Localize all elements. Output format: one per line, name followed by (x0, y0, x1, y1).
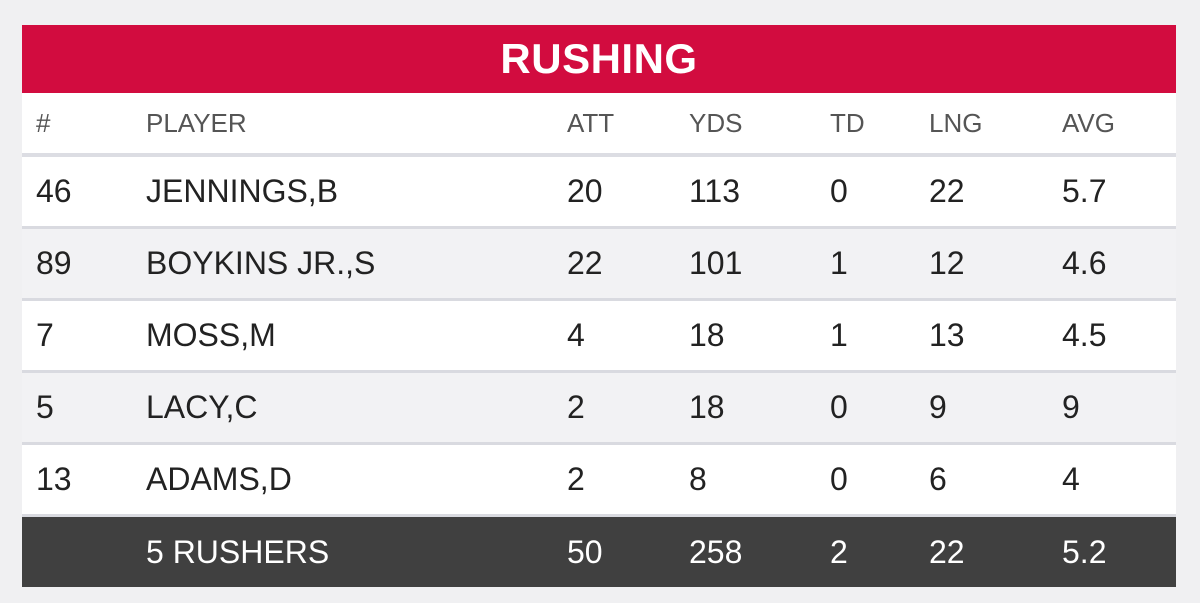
rushing-stats-table: RUSHING # PLAYER ATT YDS TD LNG AVG 46 J… (22, 25, 1176, 587)
cell-average: 4.5 (1062, 317, 1107, 353)
header-number: # (36, 107, 51, 138)
cell-yards: 101 (689, 245, 743, 281)
total-average: 5.2 (1062, 533, 1107, 570)
cell-attempts: 4 (567, 317, 585, 353)
total-player-count: 5 RUSHERS (146, 533, 330, 570)
total-yards: 258 (689, 533, 743, 570)
table-row: 5 LACY,C 2 18 0 9 9 (22, 373, 1176, 445)
cell-average: 4 (1062, 461, 1080, 497)
total-attempts: 50 (567, 533, 603, 570)
table-row: 7 MOSS,M 4 18 1 13 4.5 (22, 301, 1176, 373)
cell-yards: 18 (689, 317, 725, 353)
cell-average: 4.6 (1062, 245, 1107, 281)
cell-number: 46 (36, 173, 72, 209)
header-yards: YDS (689, 107, 743, 138)
cell-touchdowns: 0 (830, 173, 848, 209)
total-long: 22 (929, 533, 965, 570)
total-touchdowns: 2 (830, 533, 848, 570)
cell-attempts: 2 (567, 461, 585, 497)
cell-attempts: 22 (567, 245, 603, 281)
header-attempts: ATT (567, 107, 615, 138)
header-row: # PLAYER ATT YDS TD LNG AVG (22, 93, 1176, 157)
cell-average: 9 (1062, 389, 1080, 425)
header-long: LNG (929, 107, 983, 138)
cell-attempts: 20 (567, 173, 603, 209)
cell-number: 5 (36, 389, 54, 425)
cell-touchdowns: 0 (830, 461, 848, 497)
cell-number: 7 (36, 317, 54, 353)
table-row: 13 ADAMS,D 2 8 0 6 4 (22, 445, 1176, 517)
cell-long: 12 (929, 245, 965, 281)
cell-long: 9 (929, 389, 947, 425)
cell-player: MOSS,M (146, 317, 276, 353)
table-title: RUSHING (500, 35, 698, 82)
cell-long: 13 (929, 317, 965, 353)
cell-number: 89 (36, 245, 72, 281)
cell-yards: 8 (689, 461, 707, 497)
header-player: PLAYER (146, 107, 247, 138)
cell-touchdowns: 1 (830, 245, 848, 281)
cell-player: JENNINGS,B (146, 173, 339, 209)
total-row: 5 RUSHERS 50 258 2 22 5.2 (22, 517, 1176, 587)
cell-long: 6 (929, 461, 947, 497)
cell-number: 13 (36, 461, 72, 497)
cell-average: 5.7 (1062, 173, 1107, 209)
cell-touchdowns: 0 (830, 389, 848, 425)
cell-attempts: 2 (567, 389, 585, 425)
table-row: 89 BOYKINS JR.,S 22 101 1 12 4.6 (22, 229, 1176, 301)
table-title-bar: RUSHING (22, 25, 1176, 93)
table-row: 46 JENNINGS,B 20 113 0 22 5.7 (22, 157, 1176, 229)
header-touchdowns: TD (830, 107, 865, 138)
header-average: AVG (1062, 107, 1115, 138)
cell-player: BOYKINS JR.,S (146, 245, 376, 281)
cell-yards: 18 (689, 389, 725, 425)
cell-touchdowns: 1 (830, 317, 848, 353)
cell-player: LACY,C (146, 389, 258, 425)
cell-long: 22 (929, 173, 965, 209)
cell-player: ADAMS,D (146, 461, 292, 497)
cell-yards: 113 (689, 173, 741, 209)
